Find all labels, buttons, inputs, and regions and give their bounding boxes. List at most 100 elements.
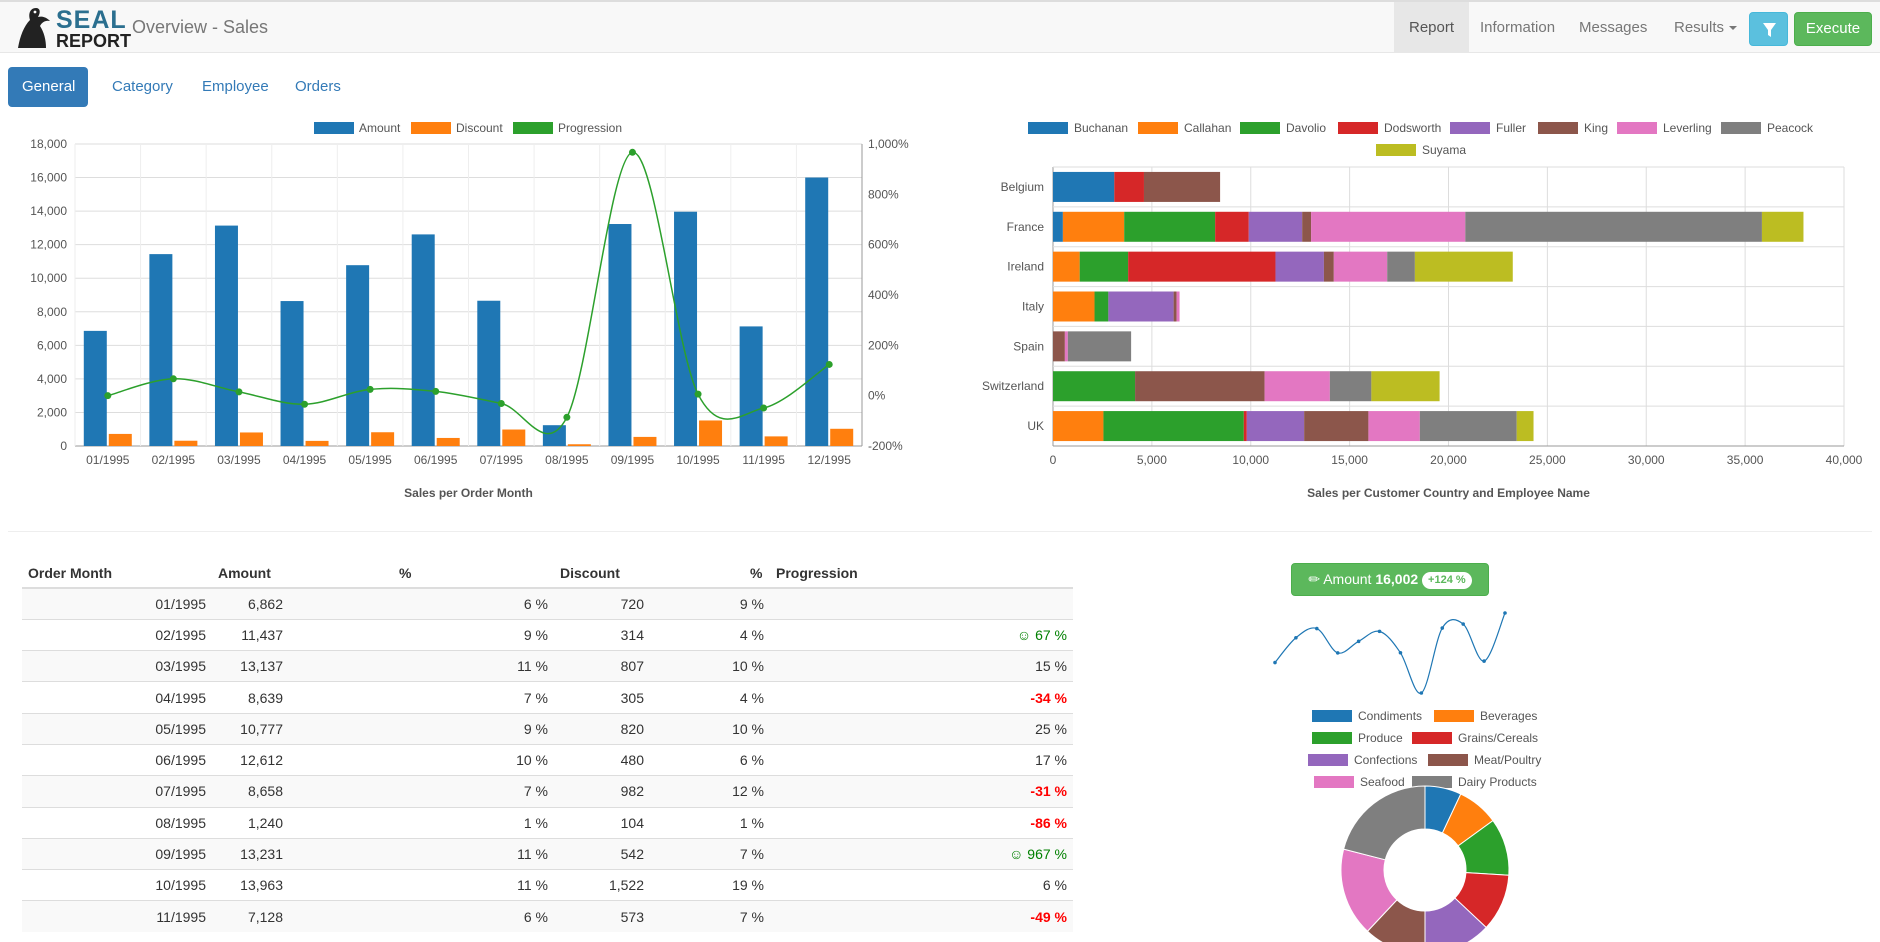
- discount-bar: [239, 432, 263, 446]
- stacked-bar-segment: [1124, 211, 1216, 242]
- sales-per-country-chart: 0 5,000 10,000 15,000 20,000 25,000 30,000 35,0…: [982, 121, 1863, 500]
- y-tick-label: Spain: [1013, 339, 1044, 353]
- tab-employee[interactable]: Employee: [202, 78, 269, 95]
- discount-bar: [830, 428, 854, 446]
- legend-swatch: [513, 122, 553, 134]
- y-tick-label: Italy: [1022, 300, 1044, 314]
- filter-icon: [1763, 23, 1776, 37]
- col-amount-pct[interactable]: %: [289, 558, 554, 589]
- table-cell: 314: [554, 618, 650, 651]
- table-cell: 11,437: [212, 618, 289, 651]
- table-cell: 8,639: [212, 681, 289, 714]
- legend-label: Fuller: [1496, 121, 1526, 135]
- x-tick-label: 30,000: [1628, 453, 1665, 467]
- sparkline-point: [1482, 659, 1486, 663]
- nav-messages[interactable]: Messages: [1579, 19, 1648, 36]
- discount-bar: [174, 440, 198, 446]
- legend-swatch: [1538, 122, 1578, 134]
- legend-label: Dodsworth: [1384, 121, 1441, 135]
- nav-report[interactable]: Report: [1394, 2, 1470, 53]
- legend-swatch: [1314, 776, 1354, 788]
- progression-point: [104, 392, 112, 400]
- legend-swatch: [1721, 122, 1761, 134]
- legend-label: Davolio: [1286, 121, 1326, 135]
- stacked-bar-segment: [1246, 411, 1305, 442]
- filter-button[interactable]: [1749, 12, 1788, 46]
- amount-bar: [739, 326, 763, 446]
- table-cell: 7 %: [650, 837, 770, 870]
- x-tick-label: 01/1995: [86, 453, 130, 467]
- table-cell: 480: [554, 743, 650, 776]
- seal-report-logo[interactable]: SEAL REPORT: [16, 4, 131, 52]
- amount-bar: [608, 224, 632, 446]
- amount-kpi-button[interactable]: ✏ Amount 16,002 +124 %: [1291, 563, 1489, 596]
- stacked-bar-segment: [1414, 251, 1513, 282]
- tab-orders[interactable]: Orders: [295, 78, 341, 95]
- x-tick-label: 09/1995: [611, 453, 655, 467]
- stacked-bar-segment: [1128, 251, 1276, 282]
- legend-swatch: [1312, 732, 1352, 744]
- legend-label: Leverling: [1663, 121, 1712, 135]
- stacked-bar-segment: [1108, 291, 1174, 322]
- nav-results-dropdown[interactable]: Results: [1659, 2, 1752, 53]
- col-progression[interactable]: Progression: [770, 558, 1073, 589]
- logo-text-top: SEAL: [56, 6, 127, 34]
- legend-swatch: [1412, 732, 1452, 744]
- amount-bar: [280, 301, 304, 446]
- progression-point: [432, 387, 440, 395]
- table-cell: 10 %: [289, 743, 554, 776]
- category-donut-chart: Condiments Beverages Produce Grains/Cereals…: [1308, 709, 1541, 942]
- kpi-icon: ✏: [1308, 571, 1321, 587]
- page-title: Overview - Sales: [132, 17, 269, 37]
- sparkline-point: [1398, 650, 1403, 655]
- amount-bar: [674, 211, 698, 446]
- table-cell: 104: [554, 806, 650, 839]
- kpi-value: 16,002: [1375, 571, 1419, 587]
- col-discount-pct[interactable]: %: [650, 558, 770, 589]
- table-cell: 10 %: [650, 650, 770, 682]
- legend-swatch: [1338, 122, 1378, 134]
- col-discount[interactable]: Discount: [554, 558, 650, 589]
- table-cell: -31 %: [770, 775, 1073, 808]
- stacked-bar-segment: [1064, 331, 1068, 362]
- col-amount[interactable]: Amount: [212, 558, 289, 589]
- table-cell: 11 %: [289, 837, 554, 870]
- tab-general[interactable]: General: [8, 67, 88, 107]
- table-cell: 4 %: [650, 681, 770, 714]
- legend-label: Beverages: [1480, 709, 1537, 723]
- stacked-bar-segment: [1215, 211, 1249, 242]
- sparkline-point: [1461, 622, 1465, 626]
- progression-point: [497, 399, 505, 407]
- y2-tick-label: 800%: [868, 187, 899, 201]
- legend-swatch: [1308, 754, 1348, 766]
- table-cell: 6 %: [650, 743, 770, 776]
- tab-category[interactable]: Category: [112, 78, 173, 95]
- stacked-bar-segment: [1053, 211, 1063, 242]
- stacked-bar-segment: [1419, 411, 1517, 442]
- legend-label: Callahan: [1184, 121, 1231, 135]
- x-tick-label: 06/1995: [414, 453, 458, 467]
- x-tick-label: 15,000: [1331, 453, 1368, 467]
- table-cell: 6,862: [212, 587, 289, 620]
- progression-point: [694, 390, 702, 398]
- stacked-bar-segment: [1094, 291, 1109, 322]
- caret-down-icon: [1729, 26, 1738, 31]
- table-cell: 09/1995: [22, 837, 212, 870]
- table-row: 04/1995 8,639 7 % 305 4 % -34 %: [22, 681, 1073, 714]
- stacked-bar-segment: [1053, 371, 1136, 402]
- table-cell: 07/1995: [22, 775, 212, 808]
- discount-bar: [108, 433, 132, 446]
- x-tick-label: 03/1995: [217, 453, 261, 467]
- y2-tick-label: 200%: [868, 338, 899, 352]
- col-order-month[interactable]: Order Month: [22, 558, 212, 589]
- progression-point: [366, 385, 374, 393]
- amount-bar: [346, 265, 370, 446]
- legend-label: Discount: [456, 121, 503, 135]
- execute-button[interactable]: Execute: [1794, 12, 1872, 46]
- table-row: 08/1995 1,240 1 % 104 1 % -86 %: [22, 806, 1073, 839]
- table-cell: 11 %: [289, 650, 554, 682]
- table-cell: 11 %: [289, 869, 554, 901]
- table-cell: 8,658: [212, 775, 289, 808]
- discount-bar: [371, 432, 395, 446]
- nav-information[interactable]: Information: [1480, 19, 1556, 36]
